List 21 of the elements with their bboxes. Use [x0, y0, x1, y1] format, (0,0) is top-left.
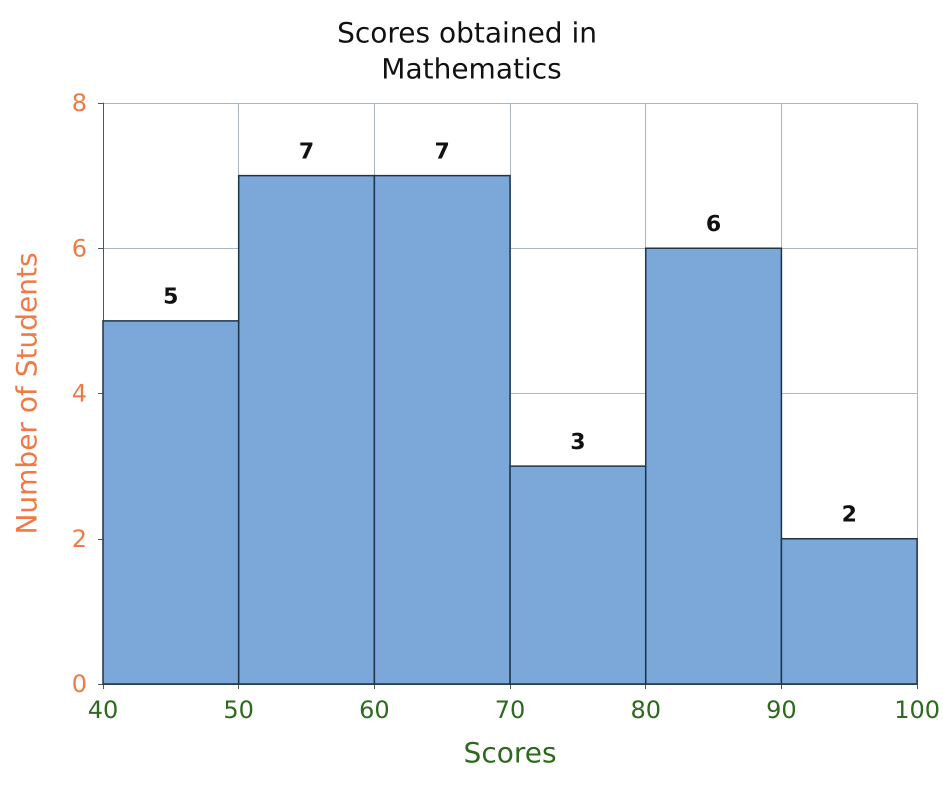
x-tick-label: 100 [894, 696, 940, 724]
x-tick-label: 80 [630, 696, 662, 724]
data-label: 3 [570, 430, 586, 455]
data-label: 7 [298, 139, 314, 164]
x-tick-label: 60 [359, 696, 390, 724]
y-tick-label: 2 [72, 524, 87, 553]
y-tick-label: 6 [72, 234, 87, 262]
y-tick-label: 8 [72, 89, 87, 117]
data-label: 6 [706, 212, 722, 237]
y-tick-label: 4 [72, 380, 87, 408]
x-axis-title: Scores [464, 736, 557, 770]
data-label: 7 [434, 139, 450, 164]
chart-title: Scores obtained in Mathematics [337, 16, 606, 86]
y-axis-title: Number of Students [10, 252, 44, 535]
data-label: 2 [842, 502, 857, 528]
x-tick-label: 40 [88, 696, 118, 724]
x-tick-label: 70 [494, 696, 526, 724]
x-tick-label: 90 [766, 696, 797, 724]
x-tick-label: 50 [223, 696, 254, 724]
y-tick-label: 0 [72, 670, 87, 698]
data-label: 5 [163, 284, 178, 310]
